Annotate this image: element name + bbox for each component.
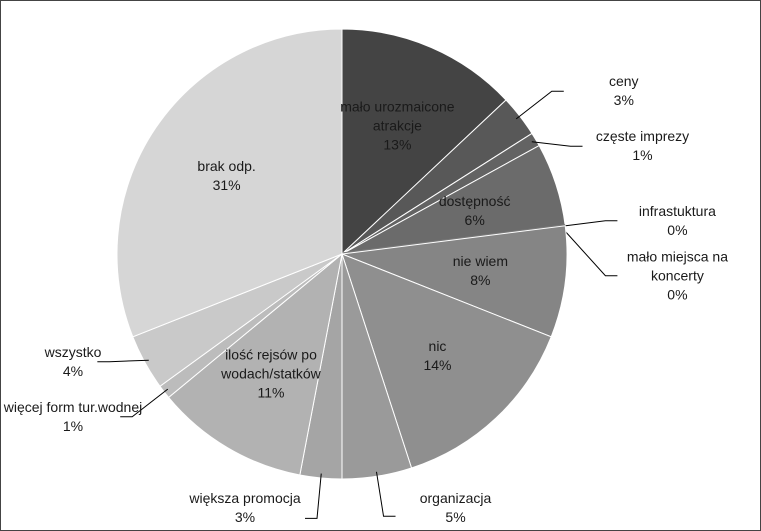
slice <box>167 252 343 476</box>
data-label: mało miejsca na koncerty 0% <box>607 247 747 304</box>
value-label: 4% <box>62 362 84 379</box>
value-label: 8% <box>470 272 491 289</box>
data-label: częste imprezy 1% <box>573 127 713 165</box>
category-label: ilość rejsów po wodach/statków <box>221 346 321 382</box>
data-label: nic 14% <box>367 337 507 375</box>
data-label: mało urozmaicone atrakcje 13% <box>327 97 467 154</box>
category-label: ceny <box>608 73 639 90</box>
value-label: 0% <box>667 221 688 238</box>
leader-line <box>560 220 618 227</box>
category-label: nie wiem <box>452 253 509 270</box>
value-label: 5% <box>445 509 466 525</box>
data-label: ilość rejsów po wodach/statków 11% <box>201 346 341 403</box>
data-label: dostępność 6% <box>405 192 545 230</box>
value-label: 0% <box>667 286 688 303</box>
value-label: 3% <box>613 92 634 109</box>
value-label: 6% <box>464 211 485 228</box>
slice <box>116 28 343 338</box>
value-label: 11% <box>257 384 285 401</box>
data-label: więcej form tur.wodnej 1% <box>3 398 143 436</box>
category-label: dostępność <box>438 192 511 209</box>
category-label: większa promocja <box>189 490 301 506</box>
data-label: nie wiem 8% <box>410 252 550 290</box>
value-label: 1% <box>62 417 84 434</box>
data-label: wszystko 4% <box>3 343 143 381</box>
value-label: 31% <box>212 176 241 193</box>
value-label: 13% <box>383 136 412 153</box>
data-label: infrastuktura 0% <box>607 202 747 240</box>
category-label: infrastuktura <box>638 202 716 219</box>
value-label: 14% <box>423 356 452 373</box>
category-label: nic <box>428 337 447 354</box>
data-label: brak odp. 31% <box>157 157 297 195</box>
data-label: ceny 3% <box>554 72 694 110</box>
leader-line <box>375 471 396 517</box>
category-label: wszystko <box>44 343 102 360</box>
value-label: 1% <box>632 147 653 164</box>
slice <box>341 225 568 338</box>
leader-line <box>560 226 618 277</box>
leader-line <box>515 90 564 120</box>
value-label: 3% <box>234 509 256 525</box>
leader-line <box>531 141 583 147</box>
data-label: większa promocja 3% <box>175 489 315 527</box>
category-label: więcej form tur.wodnej <box>3 398 143 415</box>
slice <box>341 28 507 256</box>
category-label: mało miejsca na koncerty <box>626 248 728 284</box>
category-label: częste imprezy <box>595 128 690 145</box>
category-label: brak odp. <box>197 157 256 174</box>
leader-line <box>97 359 149 363</box>
data-label: organizacja 5% <box>386 489 526 527</box>
leader-line <box>305 473 322 519</box>
category-label: organizacja <box>419 490 492 506</box>
category-label: mało urozmaicone atrakcje <box>340 98 455 134</box>
leader-line <box>120 388 169 418</box>
